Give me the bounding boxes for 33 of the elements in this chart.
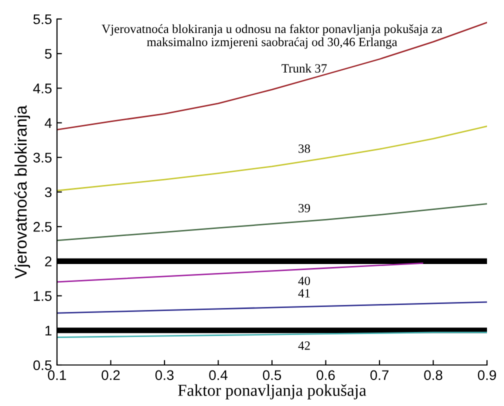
x-tick-label: 0.7: [370, 370, 388, 380]
y-tick-label: 4: [44, 118, 52, 128]
series-label: 38: [298, 144, 310, 153]
y-tick-label: 1: [45, 326, 52, 336]
y-tick-label: 3.5: [33, 152, 52, 163]
y-axis-title: Vjerovatnoća blokiranja: [14, 105, 30, 279]
line-series: [57, 203, 487, 242]
y-tick-label: 0.5: [33, 360, 52, 370]
x-tick-label: 0.2: [102, 370, 120, 380]
y-tick-label: 4.5: [33, 84, 52, 94]
series-label: 41: [298, 289, 310, 298]
y-tick-label: 2: [45, 256, 52, 266]
series-label: 40: [298, 276, 310, 286]
series-label: Trunk 37: [282, 64, 327, 73]
x-tick-label: 0.6: [316, 370, 335, 380]
y-tick-label: 2.5: [34, 222, 52, 232]
x-tick-label: 0.8: [424, 370, 442, 380]
series-label: 42: [298, 341, 310, 350]
x-tick-label: 0.3: [155, 370, 174, 380]
x-tick-label: 0.1: [48, 370, 66, 380]
line-series: [57, 126, 487, 192]
x-tick-label: 0.9: [478, 370, 496, 380]
x-axis-title: Faktor ponavljanja pokušaja: [178, 384, 366, 400]
y-tick-label: 5: [44, 49, 52, 59]
text: Vjerovatnoća blokiranja u odnosu na faktor ponavljanja pokušaja za maksimalno izmjereni saobraćaj od 30,46 Erlanga: [102, 24, 442, 49]
y-tick-label: 5.5: [33, 14, 52, 24]
line-series: [57, 301, 487, 314]
y-tick-label: 1.5: [34, 291, 52, 301]
y-tick-label: 3: [44, 187, 52, 198]
x-tick-label: 0.5: [262, 370, 282, 380]
x-tick-label: 0.4: [209, 370, 228, 380]
series-label: 39: [298, 204, 310, 212]
line-series: [57, 22, 487, 130]
